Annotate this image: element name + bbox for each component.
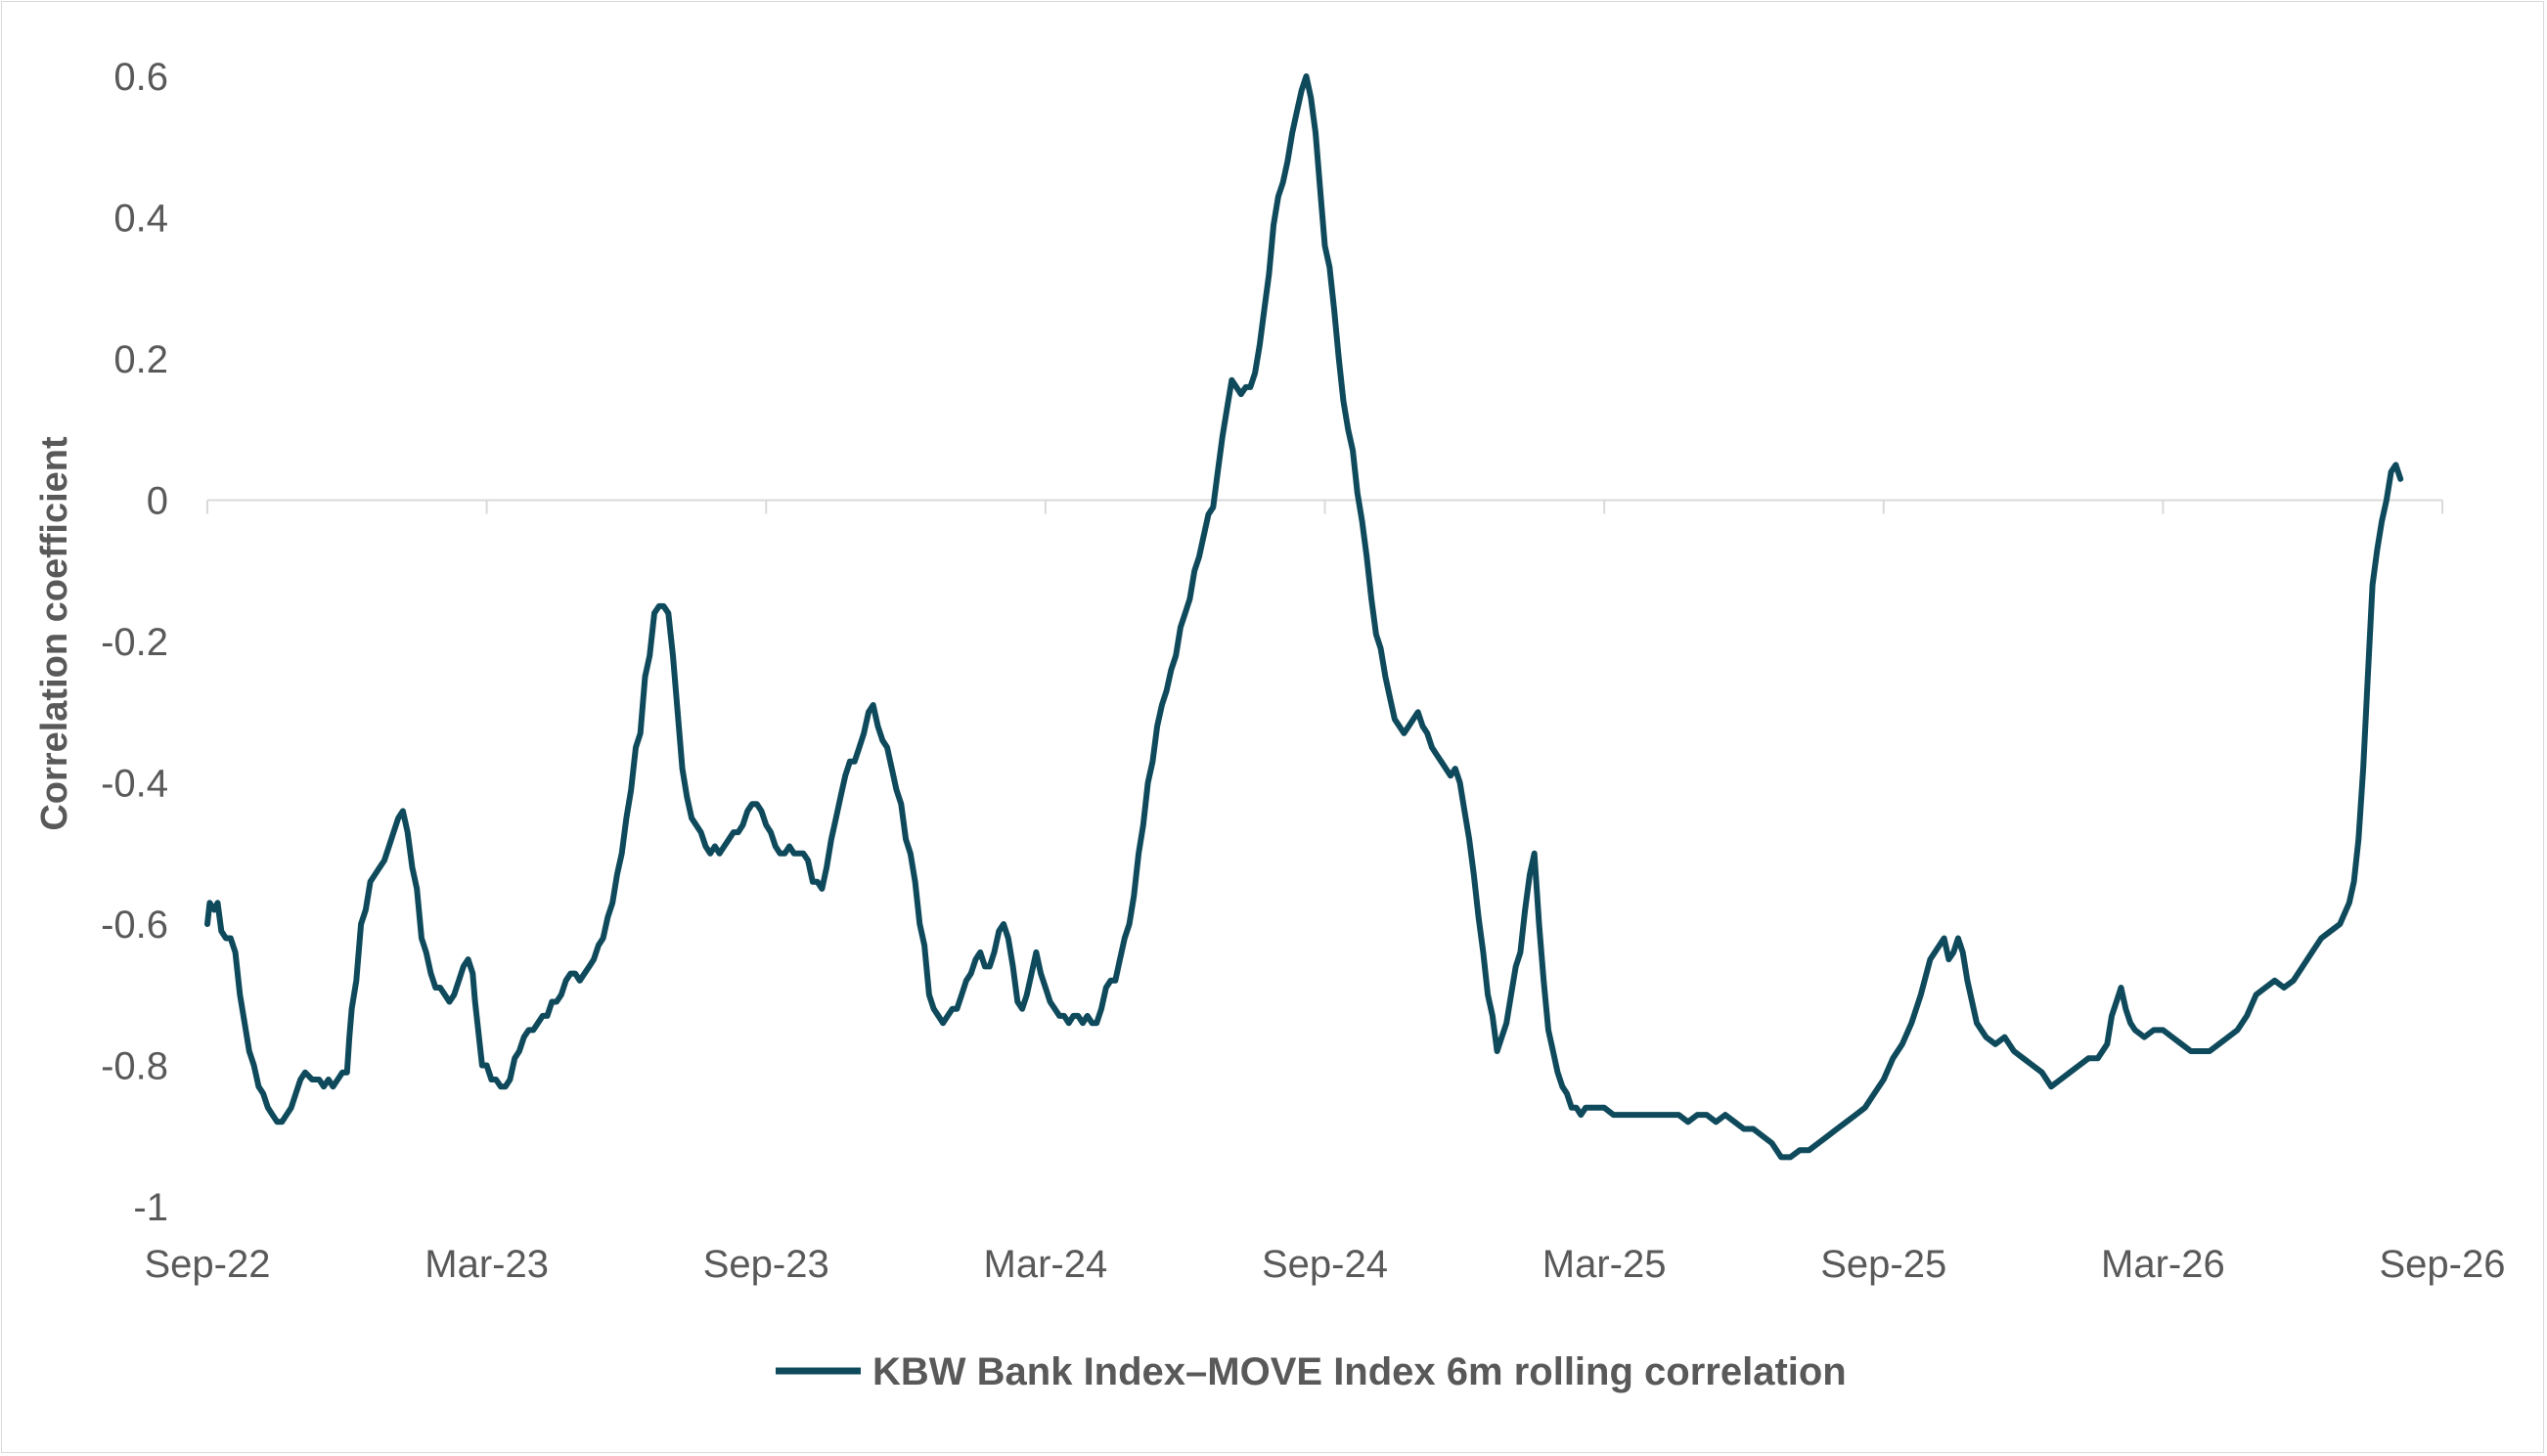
y-axis-label: Correlation coefficient	[34, 436, 75, 831]
y-tick-label: -0.6	[101, 904, 168, 947]
y-tick-label: -0.8	[101, 1045, 168, 1088]
y-axis-ticks: 0.6 0.4 0.2 0 -0.2 -0.4 -0.6 -0.8 -1	[101, 56, 168, 1229]
x-tick-label: Mar-23	[424, 1243, 549, 1286]
x-tick-label: Sep-23	[703, 1243, 829, 1286]
y-tick-label: 0.2	[113, 338, 168, 381]
x-tick-label: Mar-25	[1542, 1243, 1667, 1286]
x-tick-label: Sep-25	[1820, 1243, 1946, 1286]
y-tick-label: 0.4	[113, 198, 168, 241]
y-tick-label: -0.4	[101, 763, 168, 806]
x-tick-label: Mar-26	[2101, 1243, 2225, 1286]
x-axis-ticks: Sep-22 Mar-23 Sep-23 Mar-24 Sep-24 Mar-25 Sep-…	[145, 500, 2506, 1286]
series-line	[204, 73, 2404, 1161]
y-tick-label: 0.6	[113, 56, 168, 99]
legend: KBW Bank Index–MOVE Index 6m rolling cor…	[776, 1350, 1847, 1393]
legend-label: KBW Bank Index–MOVE Index 6m rolling cor…	[872, 1350, 1847, 1393]
x-tick-label: Mar-24	[984, 1243, 1108, 1286]
y-tick-label: -0.2	[101, 621, 168, 664]
x-tick-label: Sep-24	[1262, 1243, 1388, 1286]
y-tick-label: -1	[133, 1186, 168, 1229]
x-tick-label: Sep-26	[2380, 1243, 2506, 1286]
y-tick-label: 0	[147, 480, 168, 523]
x-tick-label: Sep-22	[145, 1243, 271, 1286]
